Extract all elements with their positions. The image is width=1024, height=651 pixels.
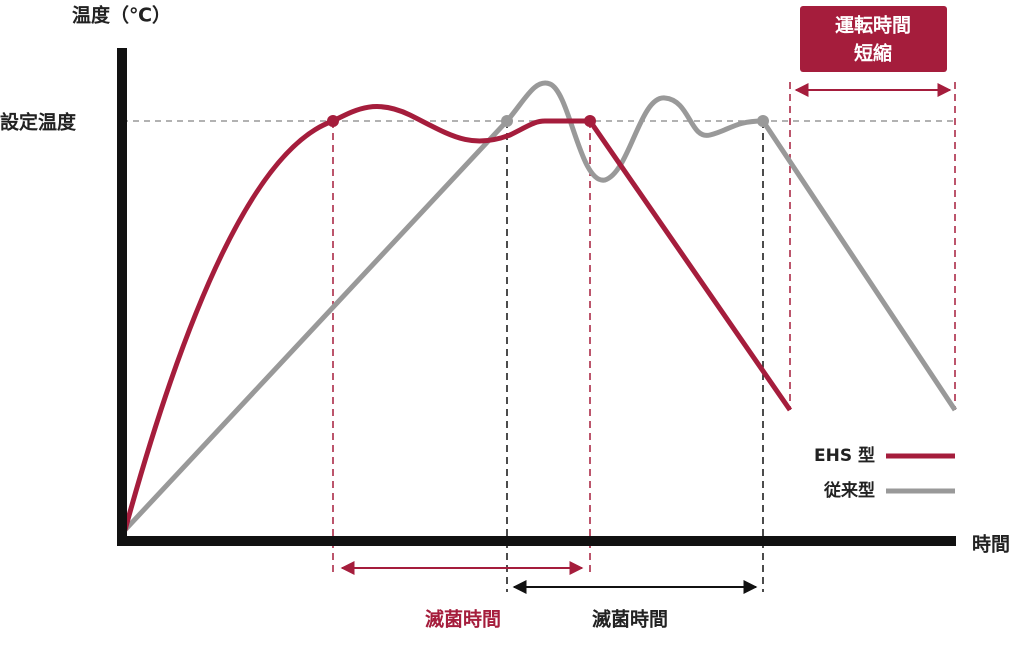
- callout-text: 運転時間: [835, 15, 911, 37]
- point: [757, 115, 769, 127]
- y-axis-label: 温度（℃）: [72, 4, 171, 27]
- set-temp-label: 設定温度: [0, 111, 77, 134]
- callout-box: [800, 6, 947, 72]
- span-label: 滅菌時間: [425, 608, 501, 631]
- point: [501, 115, 513, 127]
- x-axis-label: 時間: [972, 534, 1010, 556]
- span-label: 滅菌時間: [592, 608, 668, 631]
- ehs-curve: [122, 104, 793, 531]
- callout-text: 短縮: [854, 42, 892, 65]
- point: [584, 115, 596, 127]
- legend-label: 従来型: [823, 480, 875, 501]
- legend-label: EHS 型: [814, 445, 875, 466]
- point: [327, 115, 339, 127]
- conventional-curve: [123, 80, 958, 532]
- guides: [332, 82, 956, 592]
